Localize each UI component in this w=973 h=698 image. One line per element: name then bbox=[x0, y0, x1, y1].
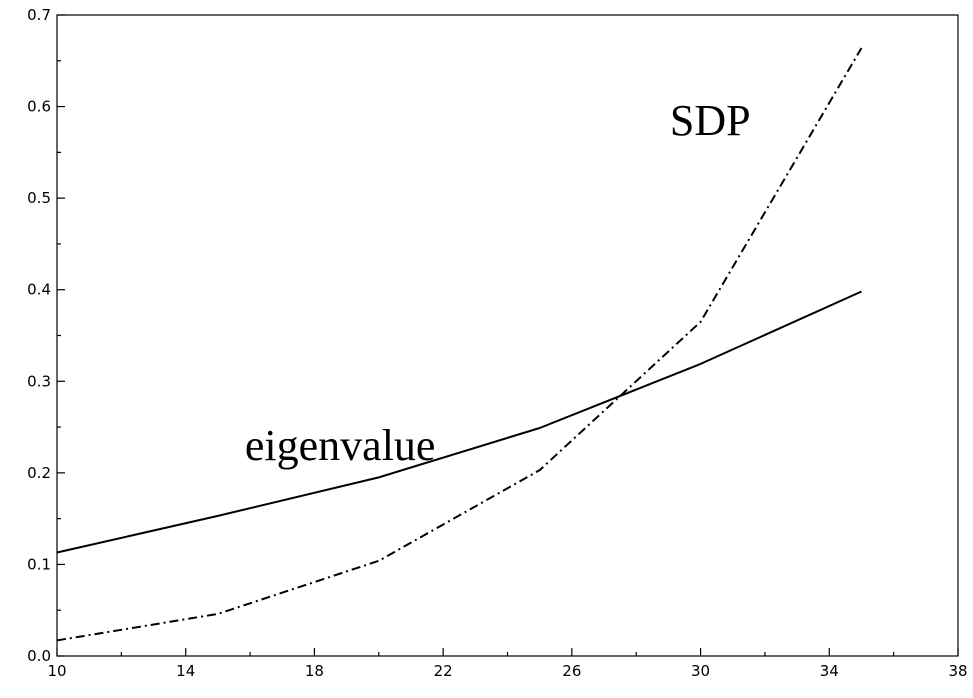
x-tick-label: 34 bbox=[820, 662, 839, 680]
tick-marks bbox=[56, 14, 959, 657]
series-line-sdp bbox=[56, 47, 863, 642]
y-tick-label: 0.7 bbox=[27, 6, 51, 24]
series-label-eigenvalue: eigenvalue bbox=[245, 421, 436, 470]
x-tick-label: 30 bbox=[691, 662, 710, 680]
series-lines bbox=[56, 47, 863, 642]
y-tick-label: 0.5 bbox=[27, 189, 51, 207]
series-annotations: eigenvalue SDP bbox=[245, 96, 751, 470]
y-tick-label: 0.6 bbox=[27, 98, 51, 116]
x-tick-label: 38 bbox=[948, 662, 967, 680]
y-tick-label: 0.0 bbox=[27, 647, 51, 665]
tick-labels: 10 14 18 22 26 30 34 38 0.0 0.1 0.2 0.3 0.4 0.5 0.6 0.7 bbox=[27, 6, 967, 680]
y-tick-label: 0.2 bbox=[27, 464, 51, 482]
y-tick-label: 0.1 bbox=[27, 555, 51, 573]
axes bbox=[56, 14, 959, 657]
y-tick-label: 0.3 bbox=[27, 372, 51, 390]
series-line-eigenvalue bbox=[56, 290, 862, 554]
x-tick-label: 10 bbox=[47, 662, 66, 680]
x-tick-label: 14 bbox=[176, 662, 195, 680]
x-tick-label: 18 bbox=[305, 662, 324, 680]
x-tick-label: 22 bbox=[434, 662, 453, 680]
plot-frame bbox=[56, 14, 959, 657]
y-tick-label: 0.4 bbox=[27, 281, 51, 299]
x-tick-label: 26 bbox=[562, 662, 581, 680]
series-label-sdp: SDP bbox=[670, 96, 751, 145]
